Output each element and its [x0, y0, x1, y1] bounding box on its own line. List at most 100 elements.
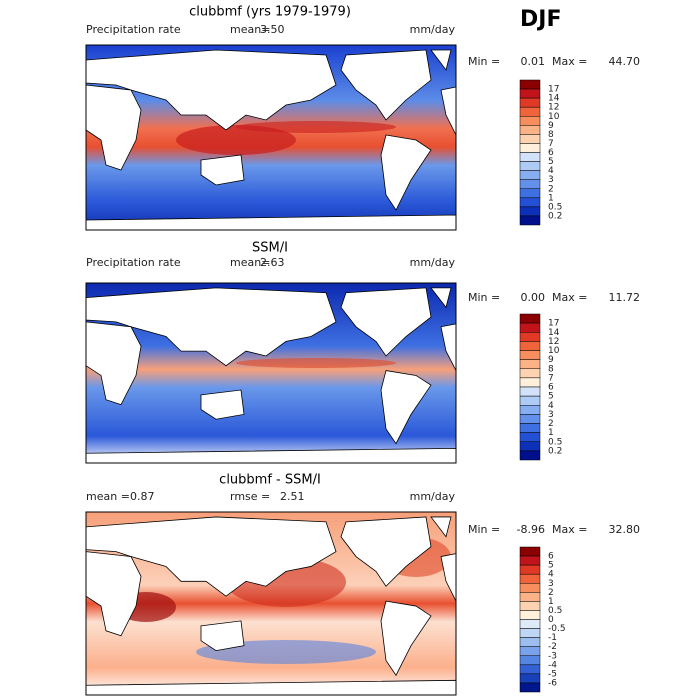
colorbar-box — [519, 125, 541, 135]
colorbar-box — [519, 88, 541, 99]
colorbar-box — [519, 188, 541, 199]
variable-label: Precipitation rate — [86, 256, 181, 269]
colorbar-box — [519, 450, 541, 461]
colorbar-box — [519, 134, 541, 144]
map — [85, 511, 457, 696]
colorbar-box — [519, 664, 541, 675]
colorbar-box — [519, 341, 541, 351]
colorbar-box — [519, 377, 541, 388]
colorbar-box — [519, 555, 541, 566]
colorbar-label: -0.5 — [548, 624, 566, 634]
colorbar-box — [519, 682, 541, 693]
colorbar-label: 4 — [548, 401, 554, 411]
units: mm/day — [410, 490, 456, 503]
units: mm/day — [410, 256, 456, 269]
colorbar-box — [519, 610, 541, 620]
colorbar-label: 17 — [548, 319, 559, 329]
colorbar-label: 4 — [548, 166, 554, 176]
colorbar-label: 6 — [548, 148, 554, 158]
colorbar-box — [519, 646, 541, 656]
max-value: 11.72 — [609, 291, 641, 304]
colorbar-box — [519, 143, 541, 153]
min-value: -8.96 — [517, 523, 545, 536]
colorbar-box — [519, 628, 541, 638]
colorbar-label: -2 — [548, 642, 557, 652]
stat-label: rmse = — [230, 490, 270, 503]
colorbar-box — [519, 592, 541, 602]
colorbar-box — [519, 152, 541, 162]
colorbar-box — [519, 619, 541, 629]
panel-title: SSM/I — [252, 241, 288, 256]
colorbar-box — [519, 359, 541, 369]
colorbar-label: 12 — [548, 337, 559, 347]
colorbar-label: 4 — [548, 570, 554, 580]
colorbar-label: 0.2 — [548, 446, 562, 456]
colorbar-label: 17 — [548, 85, 559, 95]
colorbar-label: 12 — [548, 103, 559, 113]
colorbar-label: 6 — [548, 383, 554, 393]
colorbar-box — [519, 368, 541, 379]
max-label: Max = — [552, 523, 587, 536]
colorbar-box — [519, 405, 541, 415]
min-value: 0.00 — [521, 291, 546, 304]
colorbar-label: 0 — [548, 615, 554, 625]
max-value: 44.70 — [609, 55, 641, 68]
min-value: 0.01 — [521, 55, 546, 68]
colorbar-label: 9 — [548, 355, 554, 365]
colorbar-box — [519, 161, 541, 171]
stat-label: mean= — [230, 23, 270, 36]
colorbar-label: 0.5 — [548, 606, 562, 616]
colorbar-box — [519, 573, 541, 584]
colorbar-label: 7 — [548, 139, 554, 149]
colorbar-box — [519, 564, 541, 575]
colorbar-box — [519, 206, 541, 217]
colorbar-box — [519, 170, 541, 180]
colorbar-box — [519, 414, 541, 424]
stat-value: 3.50 — [260, 23, 285, 36]
colorbar-box — [519, 332, 541, 342]
stat-label: mean= — [230, 256, 270, 269]
colorbar-box — [519, 386, 541, 397]
colorbar-box — [519, 322, 541, 333]
colorbar-label: -5 — [548, 669, 557, 679]
colorbar-label: 2 — [548, 419, 554, 429]
colorbar-label: 3 — [548, 175, 554, 185]
max-value: 32.80 — [609, 523, 641, 536]
stat-value: 2.63 — [260, 256, 285, 269]
colorbar-label: 0.5 — [548, 202, 562, 212]
colorbar-box — [519, 350, 541, 360]
colorbar-box — [519, 197, 541, 208]
colorbar-box — [519, 432, 541, 442]
colorbar-label: -3 — [548, 651, 557, 661]
colorbar-box — [519, 441, 541, 452]
colorbar-box — [519, 637, 541, 647]
colorbar-box — [519, 215, 541, 226]
colorbar-box — [519, 423, 541, 433]
panel-title: clubbmf (yrs 1979-1979) — [189, 5, 351, 20]
colorbar-label: 3 — [548, 579, 554, 589]
stat-value: 2.51 — [280, 490, 305, 503]
colorbar-label: 14 — [548, 328, 560, 338]
colorbar-label: 0.2 — [548, 211, 562, 221]
colorbar-label: 10 — [548, 112, 560, 122]
max-label: Max = — [552, 291, 587, 304]
stat-label: mean = — [86, 490, 130, 503]
colorbar-label: 9 — [548, 121, 554, 131]
colorbar-box — [519, 106, 541, 117]
colorbar-label: 2 — [548, 588, 554, 598]
min-label: Min = — [468, 55, 500, 68]
colorbar-label: 8 — [548, 130, 554, 140]
variable-label: Precipitation rate — [86, 23, 181, 36]
panel-title: clubbmf - SSM/I — [219, 473, 321, 488]
colorbar-label: 6 — [548, 552, 554, 562]
colorbar-label: 3 — [548, 410, 554, 420]
stat-value: 0.87 — [130, 490, 155, 503]
colorbar-label: 2 — [548, 184, 554, 194]
colorbar-box — [519, 313, 541, 324]
colorbar-label: 10 — [548, 346, 560, 356]
colorbar-box — [519, 179, 541, 189]
colorbar-label: 5 — [548, 392, 554, 402]
colorbar-label: 7 — [548, 373, 554, 383]
colorbar-box — [519, 395, 541, 406]
colorbar-box — [519, 97, 541, 108]
